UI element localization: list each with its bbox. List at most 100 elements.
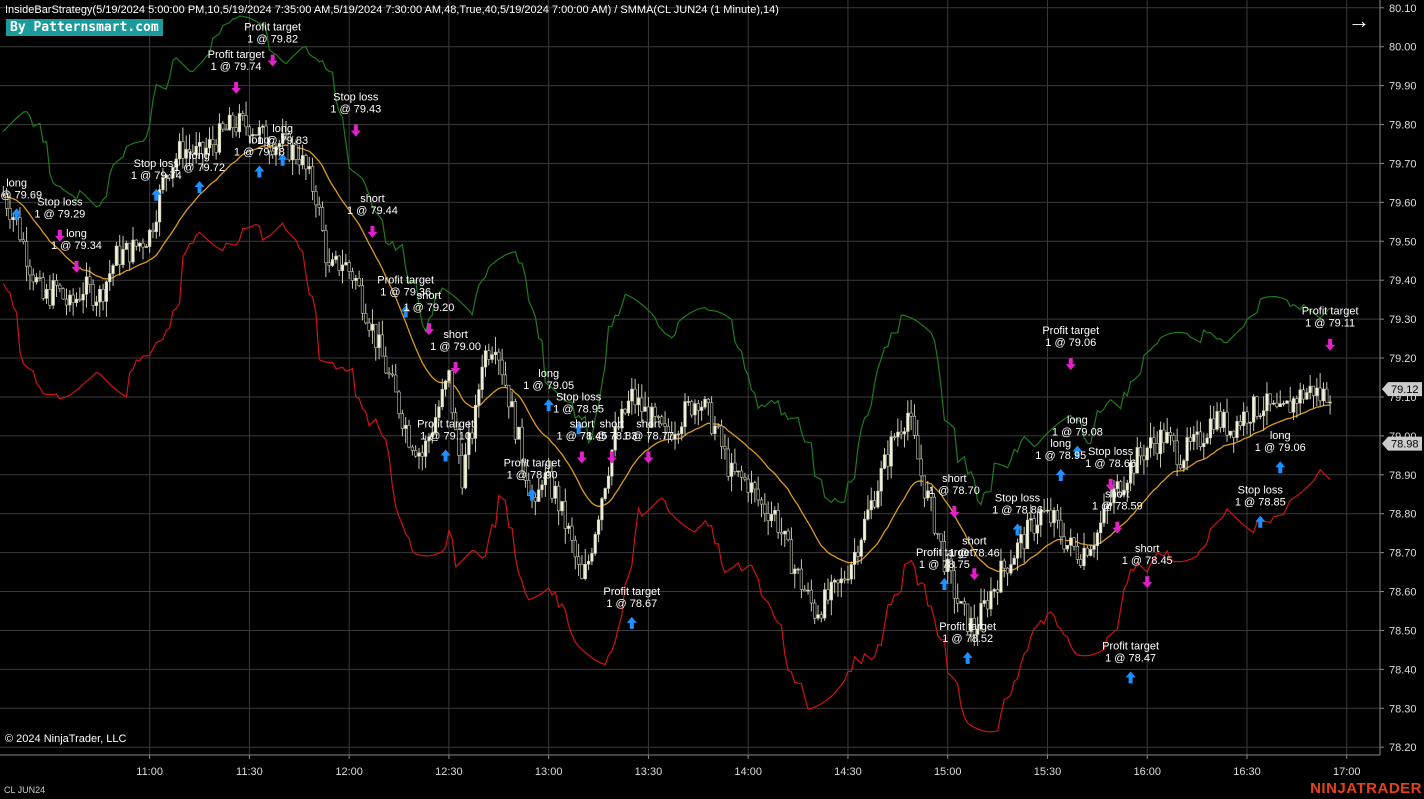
candle-body <box>1318 387 1322 402</box>
candle-body <box>1311 385 1316 396</box>
candle-body <box>477 389 481 406</box>
candle-body <box>703 398 707 408</box>
candle-body <box>523 462 527 481</box>
candle-body <box>567 525 571 529</box>
upper-band-line <box>2 15 1331 506</box>
candle-body <box>723 446 727 450</box>
candle-body <box>221 123 225 130</box>
candle-body <box>853 551 857 565</box>
candle-body <box>949 558 953 571</box>
long-arrow-icon <box>543 398 554 411</box>
short-arrow-icon <box>606 451 617 464</box>
candle-body <box>71 294 75 303</box>
candle-body <box>550 471 554 499</box>
x-tick-label: 15:00 <box>934 766 962 778</box>
trade-price: 1 @ 79.05 <box>523 380 574 392</box>
candle-body <box>882 454 887 469</box>
candle-body <box>360 285 365 314</box>
candle-body <box>64 298 69 306</box>
trade-label: short <box>1105 489 1129 501</box>
candle-body <box>473 405 478 439</box>
x-tick-label: 15:30 <box>1034 766 1062 778</box>
candle-body <box>1052 510 1056 524</box>
trade-label: Profit target <box>244 22 301 34</box>
candle-body <box>869 500 873 511</box>
short-arrow-icon <box>1065 358 1076 371</box>
candle-body <box>563 501 567 529</box>
candle-body <box>38 277 42 279</box>
candle-body <box>836 579 840 584</box>
candle-body <box>952 570 956 599</box>
long-arrow-icon <box>400 305 411 318</box>
candle-body <box>74 298 79 303</box>
short-arrow-icon <box>423 323 434 336</box>
candle-body <box>158 189 162 223</box>
y-tick-label: 80.10 <box>1389 3 1417 15</box>
candle-body <box>856 551 860 557</box>
candle-body <box>932 496 937 534</box>
candle-body <box>1182 460 1186 469</box>
candle-body <box>118 245 122 266</box>
candle-body <box>1105 505 1109 509</box>
candle-body <box>1089 549 1093 556</box>
instrument-label: CL JUN24 <box>4 785 46 795</box>
long-arrow-icon <box>939 577 950 590</box>
candle-body <box>377 334 381 348</box>
candle-body <box>1155 443 1159 455</box>
candle-body <box>946 558 950 573</box>
candle-body <box>397 391 401 414</box>
x-tick-label: 11:00 <box>136 766 163 778</box>
candle-body <box>630 388 634 402</box>
candle-body <box>683 401 687 428</box>
trade-price: 1 @ 78.95 <box>1035 450 1086 462</box>
price-tag <box>1382 436 1422 451</box>
candle-body <box>5 194 9 209</box>
candle-body <box>187 149 192 153</box>
arrow-right-icon[interactable]: → <box>1348 8 1370 33</box>
trade-label: Stop loss <box>333 92 379 104</box>
candle-body <box>663 423 667 427</box>
candle-body <box>1102 508 1106 524</box>
candle-body <box>1002 560 1006 569</box>
candle-body <box>310 166 315 192</box>
y-tick-label: 79.60 <box>1389 197 1417 209</box>
patternsmart-badge: By Patternsmart.com <box>6 19 163 36</box>
candle-body <box>18 217 22 241</box>
candle-body <box>1142 455 1146 461</box>
trade-label: Stop loss <box>1238 485 1284 497</box>
candle-body <box>437 406 441 418</box>
candle-body <box>756 488 760 501</box>
candle-body <box>327 262 331 266</box>
y-tick-label: 79.30 <box>1389 314 1417 326</box>
candle-body <box>257 126 261 136</box>
candle-body <box>68 294 72 306</box>
candle-body <box>633 388 637 406</box>
candle-body <box>696 403 700 411</box>
candle-body <box>214 144 218 153</box>
trade-price: 1 @ 78.70 <box>929 485 980 497</box>
candle-body <box>424 440 428 457</box>
candle-body <box>936 532 940 535</box>
candle-body <box>972 617 976 635</box>
candle-body <box>114 245 118 266</box>
candle-body <box>896 431 900 438</box>
candle-body <box>1198 431 1203 447</box>
trade-price: 1 @ 79.29 <box>34 209 85 221</box>
trade-price: 1 @ 79.43 <box>330 104 381 116</box>
candle-body <box>776 510 780 533</box>
candle-body <box>769 514 774 522</box>
candle-body <box>823 589 827 619</box>
candle-body <box>224 128 228 131</box>
time-axis[interactable]: 11:00 11:30 12:00 12:30 13:00 13:30 14:00 14:30… <box>0 754 1380 778</box>
trade-price: 1 @ 78.45 <box>1122 555 1173 567</box>
y-tick-label: 80.00 <box>1389 42 1417 54</box>
price-axis[interactable]: 80.10 80.00 79.90 79.80 79.70 79.60 79.50 79.40… <box>1379 0 1422 755</box>
candle-body <box>593 534 597 554</box>
candle-body <box>1129 462 1133 484</box>
